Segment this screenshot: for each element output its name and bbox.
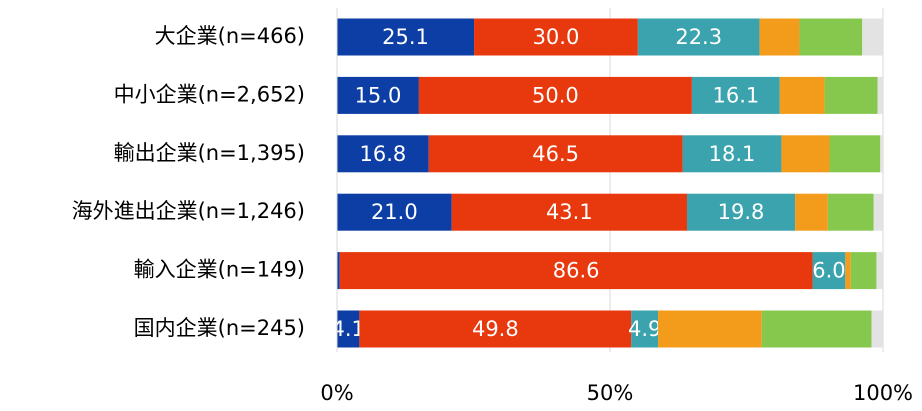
bar-segment bbox=[827, 193, 874, 231]
data-label: 22.3 bbox=[675, 25, 722, 49]
bar-segment bbox=[824, 76, 878, 114]
bar-segment bbox=[873, 193, 883, 231]
bar-segment bbox=[474, 18, 638, 56]
data-label: 4.9 bbox=[628, 317, 661, 341]
bar-segment bbox=[337, 193, 452, 231]
y-tick-label: 大企業(n=466) bbox=[155, 24, 305, 48]
y-tick-label: 中小企業(n=2,652) bbox=[114, 82, 305, 106]
bar-segment bbox=[428, 135, 683, 173]
data-label: 43.1 bbox=[546, 200, 593, 224]
bar-segment bbox=[337, 18, 475, 56]
bar-segment bbox=[759, 18, 800, 56]
bar-segment bbox=[339, 252, 813, 290]
data-label: 21.0 bbox=[371, 200, 418, 224]
bar-segment bbox=[845, 252, 851, 290]
bar-segment bbox=[877, 76, 883, 114]
bar-segment bbox=[658, 310, 762, 348]
y-tick-label: 海外進出企業(n=1,246) bbox=[72, 199, 305, 223]
data-label: 16.8 bbox=[359, 142, 406, 166]
bar-segment bbox=[829, 135, 881, 173]
bar-segment bbox=[337, 310, 360, 348]
bar-segment bbox=[337, 76, 419, 114]
bar-segment bbox=[799, 18, 863, 56]
bar-segment bbox=[337, 135, 429, 173]
data-label: 18.1 bbox=[709, 142, 756, 166]
bar-segment bbox=[850, 252, 877, 290]
data-label: 86.6 bbox=[553, 259, 600, 283]
data-label: 25.1 bbox=[382, 25, 429, 49]
data-label: 50.0 bbox=[532, 83, 579, 107]
bar-segment bbox=[779, 76, 825, 114]
bar-segment bbox=[876, 252, 883, 290]
x-tick-label: 50% bbox=[587, 381, 634, 405]
data-label: 49.8 bbox=[472, 317, 519, 341]
bar-segment bbox=[795, 193, 828, 231]
bar-segment bbox=[781, 135, 830, 173]
y-tick-label: 輸入企業(n=149) bbox=[134, 258, 305, 282]
data-label: 6.0 bbox=[812, 259, 845, 283]
bar-segment bbox=[451, 193, 687, 231]
bar-segment bbox=[880, 135, 883, 173]
bar-segment bbox=[682, 135, 782, 173]
x-tick-label: 100% bbox=[853, 381, 913, 405]
data-label: 30.0 bbox=[533, 25, 580, 49]
y-tick-label: 輸出企業(n=1,395) bbox=[114, 141, 305, 165]
data-label: 15.0 bbox=[355, 83, 402, 107]
bar-segment bbox=[337, 252, 340, 290]
bar-segment bbox=[686, 193, 796, 231]
bar-segment bbox=[631, 310, 659, 348]
bar-segment bbox=[862, 18, 883, 56]
bar-segment bbox=[418, 76, 692, 114]
bar-segment bbox=[812, 252, 846, 290]
data-label: 46.5 bbox=[532, 142, 579, 166]
data-label: 16.1 bbox=[712, 83, 759, 107]
bar-segment bbox=[761, 310, 872, 348]
bar-segment bbox=[359, 310, 632, 348]
bar-segment bbox=[691, 76, 780, 114]
x-tick-label: 0% bbox=[320, 381, 353, 405]
bar-segment bbox=[637, 18, 760, 56]
y-tick-label: 国内企業(n=245) bbox=[134, 316, 305, 340]
bar-segment bbox=[871, 310, 883, 348]
data-label: 19.8 bbox=[718, 200, 765, 224]
